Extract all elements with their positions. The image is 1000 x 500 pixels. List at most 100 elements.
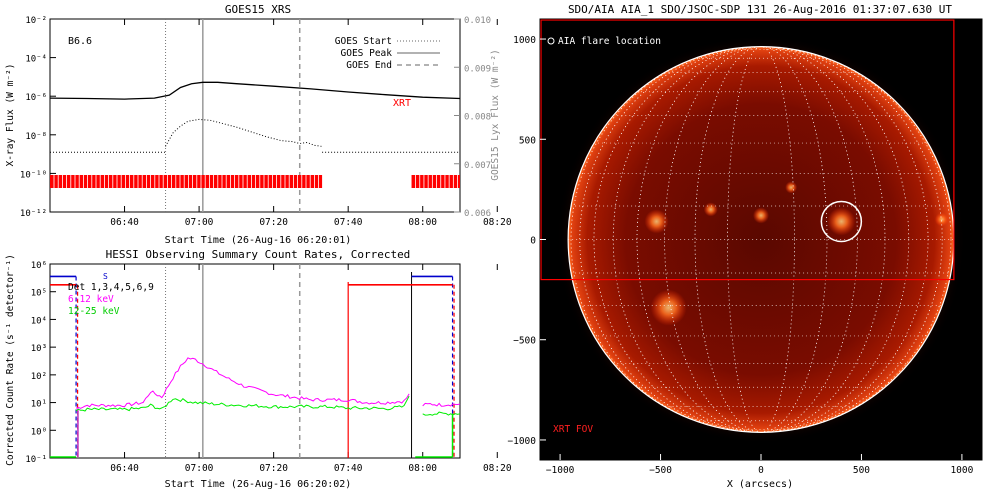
aia-active-region <box>650 289 687 326</box>
goes-xtick-label: 06:40 <box>110 217 139 228</box>
goes-ytick-right-label: 0.010 <box>464 16 491 26</box>
hessi-series-line <box>75 395 410 412</box>
aia-title: SDO/AIA AIA_1 SDO/JSOC-SDP 131 26-Aug-20… <box>568 3 952 16</box>
goes-xtick-label: 07:00 <box>185 217 214 228</box>
aia-ytick-label: 1000 <box>513 35 536 46</box>
goes-ytick-label: 10⁻¹⁰ <box>20 170 47 180</box>
hessi-ytick-label: 10⁴ <box>31 316 47 326</box>
hessi-ytick-label: 10⁶ <box>31 261 47 271</box>
aia-longitude-line <box>579 46 943 433</box>
aia-image <box>540 19 966 444</box>
goes-ytick-label: 10⁻⁶ <box>25 93 47 103</box>
hessi-xtick-label: 07:00 <box>185 463 214 474</box>
aia-xtick-label: 0 <box>758 465 764 476</box>
hessi-frame <box>49 263 461 459</box>
hessi-ytick-label: 10¹ <box>31 400 47 410</box>
goes-ytick-label: 10⁻¹² <box>20 209 47 219</box>
goes-series-long <box>49 81 461 100</box>
hessi-ticks: 06:40 07:00 07:20 07:40 08:00 08:20 10⁻¹ 10⁰ 10¹… <box>25 261 512 474</box>
aia-flare-circle <box>820 200 863 243</box>
goes-xlabel: Start Time (26-Aug-16 06:20:01) <box>165 235 352 246</box>
aia-xrt-fov-label: XRT FOV <box>553 424 593 435</box>
hessi-xtick-label: 08:20 <box>483 463 512 474</box>
hessi-series-line <box>422 411 461 416</box>
aia-xrt-fov-box <box>540 19 955 281</box>
hessi-xtick-label: 06:40 <box>110 463 139 474</box>
aia-longitude-line <box>636 46 886 433</box>
aia-active-region <box>785 181 798 194</box>
legend-detectors: Det 1,3,4,5,6,9 <box>68 282 154 293</box>
aia-xtick-label: −1000 <box>546 465 575 476</box>
hessi-series <box>50 264 461 458</box>
legend-goes-peak: GOES Peak <box>341 48 393 59</box>
hessi-ylabel: Corrected Count Rate (s⁻¹ detector⁻¹) <box>5 254 16 466</box>
aia-xtick-label: 1000 <box>950 465 973 476</box>
aia-ytick-label: 0 <box>530 236 536 247</box>
hessi-title: HESSI Observing Summary Count Rates, Cor… <box>106 248 411 261</box>
goes-ytick-label: 10⁻⁴ <box>25 55 47 65</box>
legend-6-12kev: 6-12 keV <box>68 294 114 305</box>
aia-panel: SDO/AIA AIA_1 SDO/JSOC-SDP 131 26-Aug-20… <box>507 3 983 490</box>
goes-ticks: 06:40 07:00 07:20 07:40 08:00 08:20 10⁻¹² 10⁻¹⁰… <box>20 16 512 228</box>
goes-ytick-right-label: 0.007 <box>464 161 491 171</box>
goes-ytick-right-label: 0.009 <box>464 64 491 74</box>
aia-longitude-line <box>570 46 952 433</box>
legend-12-25kev: 12-25 keV <box>68 306 120 317</box>
hessi-panel: HESSI Observing Summary Count Rates, Cor… <box>5 248 512 490</box>
hessi-flag-label: S <box>103 272 108 281</box>
hessi-ytick-label: 10⁵ <box>31 289 47 299</box>
aia-longitude-line <box>694 46 828 433</box>
goes-title: GOES15 XRS <box>225 3 291 16</box>
aia-longitude-line <box>593 46 929 433</box>
goes-xrs-panel: GOES15 XRS 06:40 07:00 07:20 07:40 08:00 08:2… <box>5 3 512 246</box>
aia-xlabel: X (arcsecs) <box>727 479 793 490</box>
aia-ytick-label: 500 <box>519 135 536 146</box>
aia-ytick-label: −1000 <box>507 436 536 447</box>
hessi-xlabel: Start Time (26-Aug-16 06:20:02) <box>165 479 352 490</box>
goes-ytick-right-label: 0.006 <box>464 209 491 219</box>
hessi-xtick-label: 07:40 <box>334 463 363 474</box>
aia-active-region <box>752 207 770 224</box>
aia-active-region <box>703 202 718 217</box>
aia-xtick-label: 500 <box>853 465 870 476</box>
goes-class-annotation: B6.6 <box>68 36 92 47</box>
aia-flare-legend-marker <box>547 37 555 45</box>
aia-xtick-label: −500 <box>649 465 672 476</box>
hessi-xtick-label: 07:20 <box>259 463 288 474</box>
goes-series-short <box>165 118 323 147</box>
legend-goes-start: GOES Start <box>335 36 392 47</box>
xrt-interval <box>411 175 460 188</box>
goes-ytick-right-label: 0.008 <box>464 113 491 123</box>
hessi-series-line <box>422 402 461 407</box>
goes-xtick-label: 08:20 <box>483 217 512 228</box>
goes-ylabel: X-ray Flux (W m⁻²) <box>5 64 16 167</box>
aia-grid <box>568 46 954 433</box>
goes-ytick-label: 10⁻⁸ <box>25 132 47 142</box>
aia-flare-location-label: AIA flare location <box>558 36 661 47</box>
aia-ticks: −1000 −500 0 500 1000 −1000 −500 0 500 1000 <box>507 35 973 476</box>
hessi-ytick-label: 10⁰ <box>31 427 47 437</box>
goes-ytick-label: 10⁻² <box>25 16 47 26</box>
goes-xtick-label: 07:40 <box>334 217 363 228</box>
goes-xtick-label: 08:00 <box>408 217 437 228</box>
hessi-legend: Det 1,3,4,5,6,9 6-12 keV 12-25 keV <box>68 282 154 317</box>
goes-ylabel-right: GOES15 Lyx Flux (W m⁻²) <box>490 49 501 181</box>
hessi-ytick-label: 10² <box>31 372 47 382</box>
aia-longitude-line <box>727 46 795 433</box>
hessi-ytick-label: 10³ <box>31 344 47 354</box>
goes-legend: GOES Start GOES Peak GOES End <box>335 36 440 71</box>
hessi-ytick-label: 10⁻¹ <box>25 455 47 465</box>
hessi-xtick-label: 08:00 <box>408 463 437 474</box>
aia-ytick-label: −500 <box>513 336 536 347</box>
legend-goes-end: GOES End <box>346 60 392 71</box>
xrt-coverage-bars <box>50 175 460 188</box>
goes-xtick-label: 07:20 <box>259 217 288 228</box>
aia-active-region <box>934 212 949 227</box>
xrt-label: XRT <box>393 98 411 109</box>
aia-longitude-line <box>612 46 910 433</box>
aia-active-region <box>827 207 856 236</box>
hessi-series-line <box>75 357 410 409</box>
aia-active-region <box>644 209 669 234</box>
xrt-interval <box>50 175 323 188</box>
